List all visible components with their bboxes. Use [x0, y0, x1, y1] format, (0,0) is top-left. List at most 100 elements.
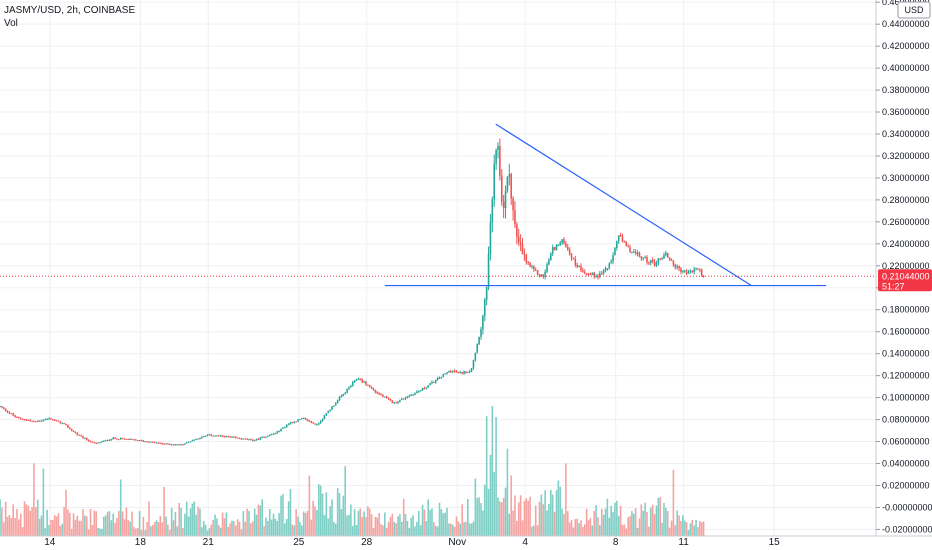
- price-tick-label: 0.22000000: [882, 261, 930, 271]
- candle: [8, 411, 11, 415]
- volume-bar: [516, 520, 518, 536]
- volume-bar: [346, 515, 348, 536]
- candle: [142, 440, 145, 443]
- volume-indicator-label[interactable]: Vol: [4, 18, 18, 29]
- volume-bar: [655, 505, 658, 536]
- trendline-annotations[interactable]: [384, 123, 827, 287]
- volume-bar: [108, 511, 111, 536]
- volume-bar: [412, 515, 414, 536]
- volume-bar: [257, 504, 260, 536]
- candle: [467, 371, 469, 373]
- volume-bar: [397, 516, 399, 536]
- volume-bar: [529, 496, 531, 536]
- candle: [563, 237, 565, 245]
- time-tick-label: Nov: [448, 537, 466, 548]
- candle: [702, 275, 705, 278]
- candle: [155, 442, 158, 444]
- volume-bar: [512, 510, 514, 536]
- volume-bar: [104, 515, 107, 536]
- candle: [219, 434, 222, 437]
- volume-bar: [185, 501, 188, 536]
- volume-bar: [446, 507, 448, 536]
- candle: [251, 439, 254, 442]
- volume-bar: [644, 502, 646, 536]
- volume-bar: [570, 520, 573, 536]
- volume-bar: [468, 523, 471, 536]
- candle: [497, 142, 499, 159]
- candle: [218, 434, 220, 437]
- volume-bar: [38, 518, 41, 536]
- volume-bar: [359, 508, 362, 536]
- volume-bar: [297, 516, 299, 536]
- volume-bar: [95, 511, 98, 536]
- candle: [683, 269, 686, 273]
- candle: [487, 246, 490, 291]
- symbol-title[interactable]: JASMY/USD, 2h, COINBASE: [4, 5, 136, 16]
- volume-bar: [495, 417, 497, 536]
- volume-bar: [663, 502, 665, 536]
- candle: [627, 244, 629, 248]
- currency-badge[interactable]: USD: [897, 1, 931, 19]
- candle: [97, 442, 99, 444]
- volume-bar: [167, 524, 169, 536]
- volume-bar: [112, 513, 114, 536]
- volume-bar: [16, 509, 18, 536]
- price-tick-label: 0.08000000: [882, 415, 930, 425]
- candle: [67, 424, 69, 429]
- volume-bar: [614, 502, 616, 536]
- volume-bar: [365, 517, 367, 536]
- candle: [583, 269, 586, 275]
- volume-bar: [551, 494, 554, 536]
- candle: [119, 437, 122, 440]
- candle: [463, 370, 465, 375]
- volume-bar: [434, 525, 437, 536]
- volume-bar: [159, 516, 162, 536]
- volume-bar: [87, 529, 90, 536]
- volume-bar: [136, 528, 139, 536]
- volume-bar: [546, 510, 548, 536]
- candle: [606, 268, 609, 271]
- volume-bar: [106, 511, 109, 536]
- candle: [18, 416, 20, 419]
- volume-bar: [150, 526, 152, 536]
- volume-bar: [467, 498, 469, 536]
- volume-bar: [18, 519, 20, 536]
- volume-bar: [506, 448, 509, 536]
- time-axis[interactable]: 14 18 21 25 28 Nov 4 8 11 15: [44, 537, 780, 548]
- volume-bar: [138, 511, 141, 536]
- volume-bar: [459, 523, 462, 536]
- volume-bar: [661, 522, 663, 536]
- price-axis[interactable]: 0.460000000.440000000.420000000.40000000…: [876, 0, 932, 534]
- candle: [199, 437, 201, 440]
- volume-bar: [80, 520, 82, 536]
- candle: [631, 251, 633, 254]
- candle: [12, 412, 15, 417]
- candle: [380, 393, 382, 396]
- volume-bar: [153, 522, 156, 536]
- volume-bar: [57, 513, 60, 536]
- candle: [123, 438, 126, 440]
- volume-bar: [640, 504, 643, 536]
- candle: [87, 439, 90, 442]
- volume-bar: [33, 463, 35, 536]
- volume-bar: [670, 520, 673, 536]
- candle: [689, 269, 692, 274]
- volume-bar: [329, 506, 331, 536]
- volume-bar: [76, 515, 79, 536]
- volume-bar: [687, 529, 690, 536]
- volume-bar: [568, 522, 571, 536]
- candle: [114, 437, 116, 439]
- volume-bar: [65, 489, 67, 536]
- volume-bar: [10, 518, 13, 536]
- volume-bar: [340, 509, 343, 536]
- volume-bar: [221, 512, 224, 536]
- volume-bar: [491, 406, 494, 536]
- volume-bar: [653, 514, 656, 536]
- candle: [157, 441, 160, 444]
- candle: [455, 370, 458, 373]
- volume-bar: [631, 511, 633, 536]
- volume-bar: [67, 509, 69, 536]
- descending-trendline[interactable]: [495, 123, 752, 287]
- candle: [465, 371, 467, 374]
